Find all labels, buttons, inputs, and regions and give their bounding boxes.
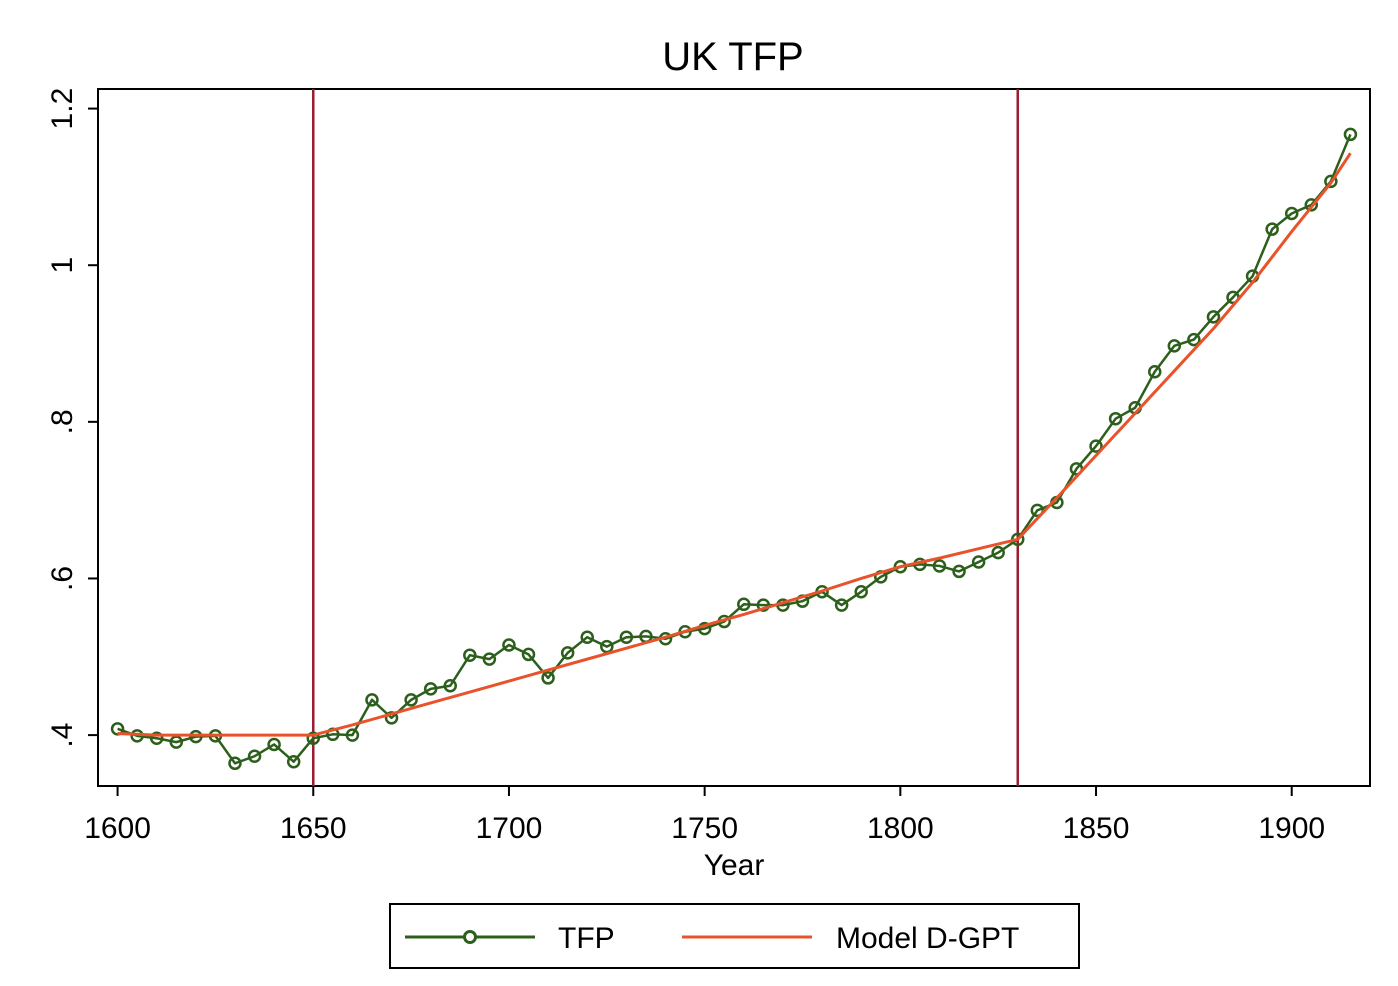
legend-model-label: Model D-GPT	[836, 922, 1019, 955]
x-tick-label: 1600	[84, 812, 151, 845]
tfp-point	[971, 555, 986, 569]
tfp-point	[365, 693, 379, 707]
tfp-point	[1030, 503, 1045, 518]
x-tick-label: 1800	[867, 812, 934, 845]
tfp-point	[482, 652, 497, 666]
tfp-point	[384, 711, 399, 725]
tfp-point	[1304, 198, 1319, 212]
tfp-point	[189, 729, 203, 744]
tfp-point	[560, 646, 575, 660]
y-tick-label: .8	[46, 409, 79, 434]
tfp-point	[756, 598, 771, 612]
x-tick-label: 1700	[476, 812, 543, 845]
x-tick-label: 1650	[280, 812, 347, 845]
x-tick-label: 1850	[1063, 812, 1130, 845]
y-tick-label: .4	[46, 723, 79, 748]
tfp-point	[463, 648, 477, 662]
tfp-point	[247, 749, 262, 763]
y-tick-label: 1	[46, 257, 79, 274]
tfp-series-line	[117, 133, 1352, 765]
tfp-point	[834, 598, 849, 612]
tfp-point	[1265, 222, 1279, 236]
legend: TFP Model D-GPT	[389, 903, 1080, 969]
tfp-point	[1089, 439, 1103, 453]
tfp-point	[404, 693, 418, 707]
tfp-point	[345, 728, 360, 742]
tfp-point	[932, 559, 947, 573]
tfp-point	[580, 630, 594, 644]
series-layer	[110, 127, 1358, 771]
model-dgpt-series-line	[117, 152, 1352, 737]
tfp-point	[1167, 339, 1182, 353]
tfp-point	[169, 735, 184, 749]
tfp-point	[737, 597, 751, 612]
y-tick-label: .6	[46, 566, 79, 591]
tfp-point	[443, 679, 457, 693]
tfp-point	[1324, 174, 1338, 189]
tfp-point	[1206, 310, 1221, 324]
tfp-point	[1284, 206, 1299, 221]
legend-tfp-marker	[463, 930, 477, 944]
tfp-point	[149, 731, 164, 745]
tfp-point	[521, 647, 536, 662]
tfp-point	[991, 545, 1005, 560]
x-tick-label: 1750	[671, 812, 738, 845]
plot-frame	[97, 88, 1371, 787]
tfp-point	[1147, 364, 1162, 379]
tfp-point	[619, 630, 634, 644]
x-tick-label: 1900	[1258, 812, 1325, 845]
tfp-point	[952, 564, 966, 579]
legend-tfp-label: TFP	[558, 922, 615, 955]
vertical-reference-lines	[312, 89, 1020, 786]
tfp-point	[541, 671, 555, 685]
chart-title: UK TFP	[662, 35, 804, 79]
tfp-point	[502, 638, 516, 652]
tfp-point	[228, 756, 242, 771]
tfp-point	[423, 682, 438, 696]
y-tick-label: 1.2	[46, 88, 79, 130]
tfp-point	[1108, 411, 1123, 426]
tfp-point	[1343, 127, 1358, 142]
tfp-point	[286, 754, 301, 769]
tfp-point	[306, 731, 321, 745]
x-axis-label: Year	[704, 849, 765, 882]
x-axis: 1600 1650 1700 1750 1800 1850 1900	[84, 786, 1325, 845]
tfp-point	[1187, 332, 1201, 347]
tfp-point	[854, 585, 868, 599]
tfp-point	[267, 737, 281, 752]
y-axis: .4 .6 .8 1 1.2	[46, 88, 98, 748]
